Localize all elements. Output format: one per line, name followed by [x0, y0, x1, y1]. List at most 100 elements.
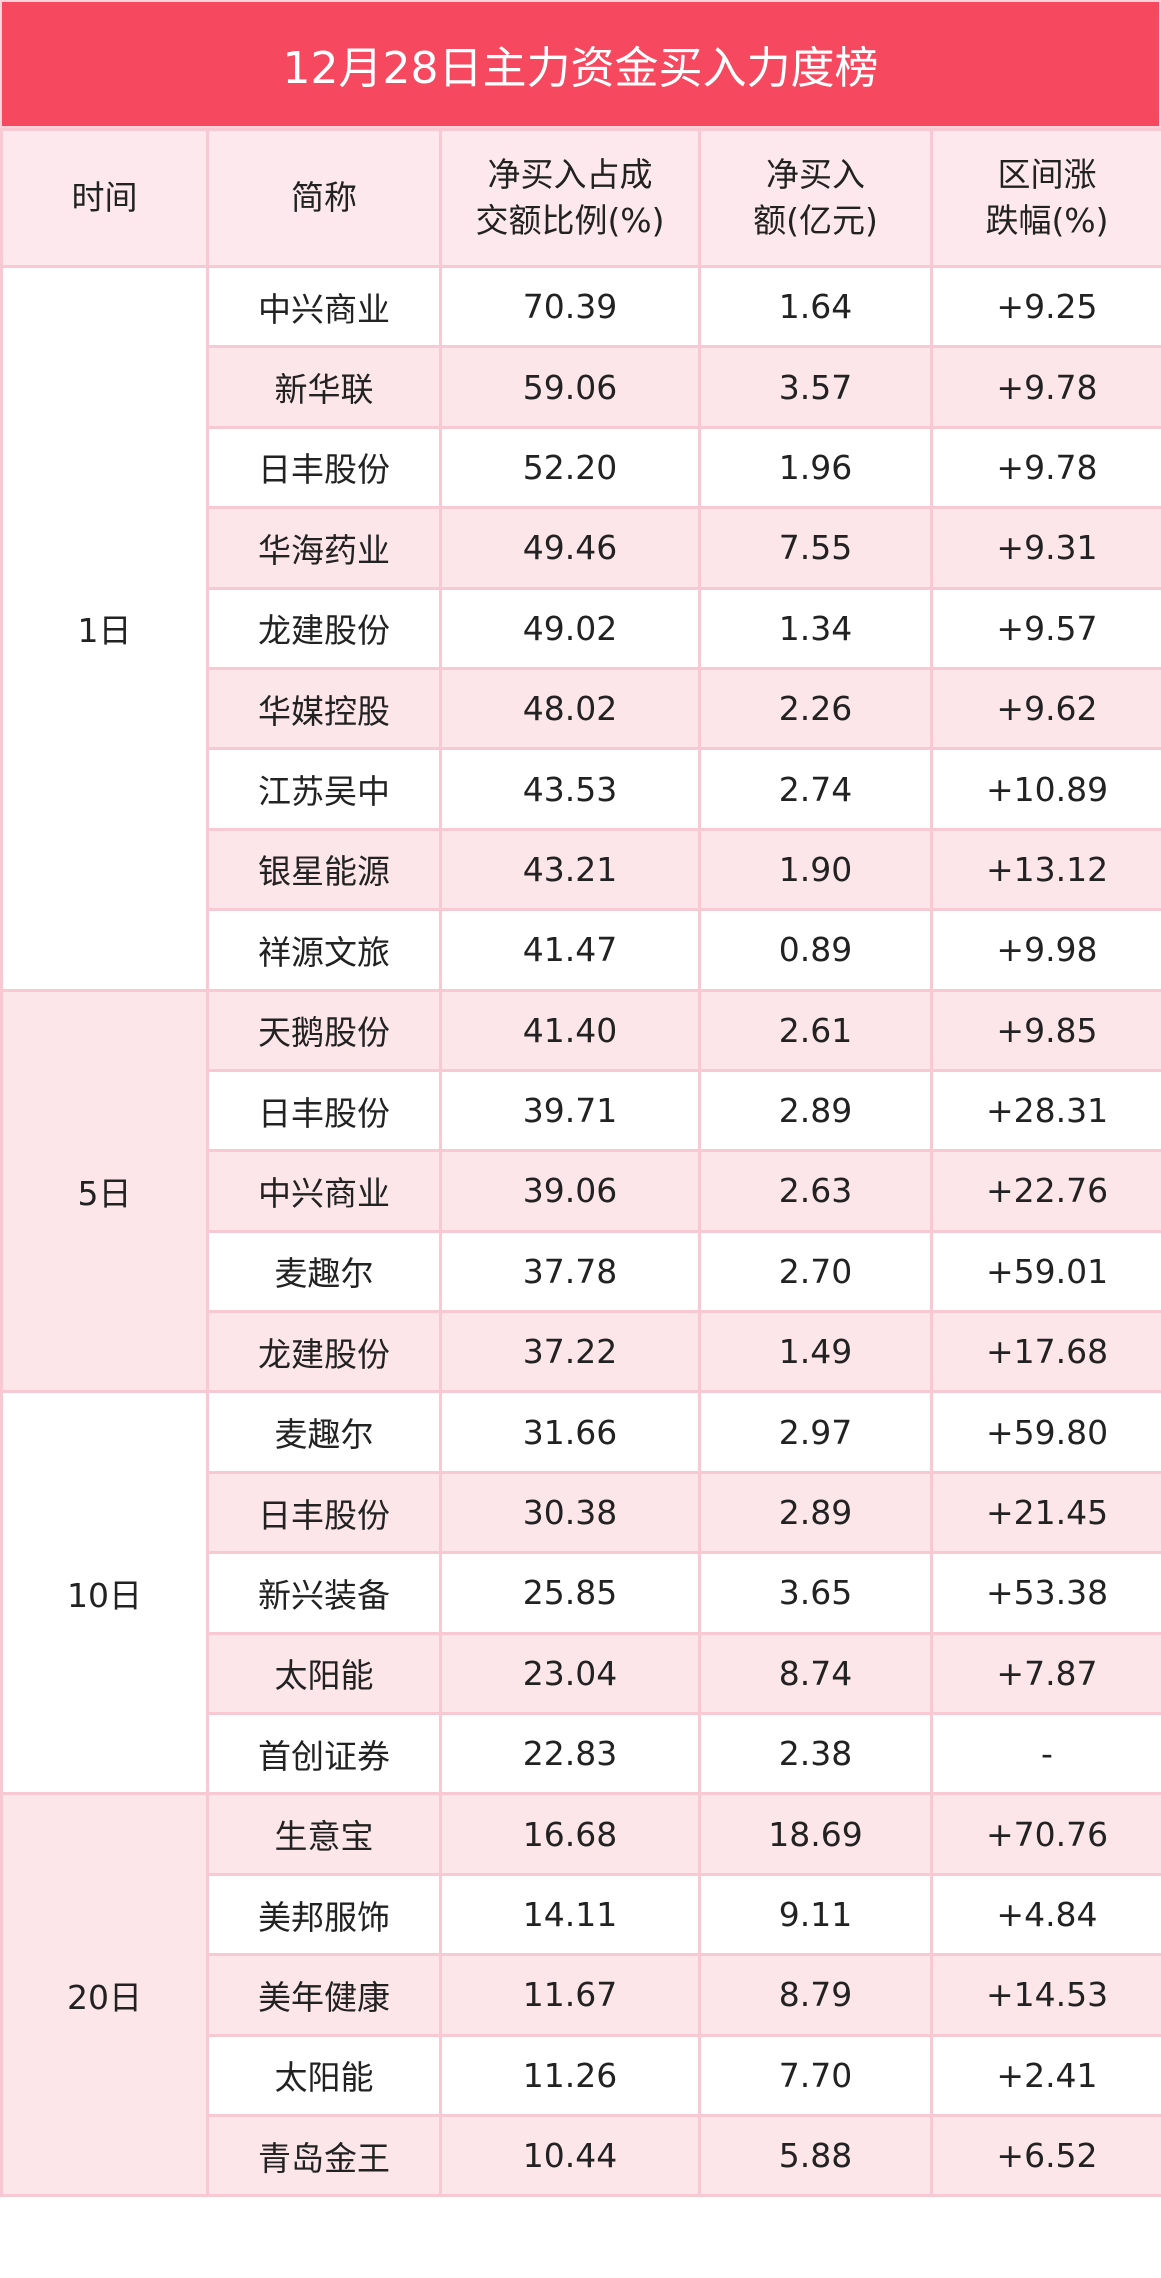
table-row: 太阳能 11.26 7.70 +2.41: [2, 2033, 1161, 2117]
net-buy-ratio-cell: 31.66: [439, 1390, 701, 1474]
change-pct-cell: +9.31: [930, 506, 1161, 590]
stock-name-cell: 日丰股份: [206, 1068, 442, 1153]
table-row: 20日 生意宝 16.68 18.69 +70.76: [0, 1792, 1161, 2198]
change-pct-cell: +4.84: [930, 1872, 1161, 1957]
net-buy-amount-cell: 3.57: [698, 345, 933, 429]
table-row: 日丰股份 52.20 1.96 +9.78: [2, 425, 1161, 510]
change-pct-cell: +28.31: [930, 1068, 1161, 1153]
period-cell: 5日: [0, 988, 209, 1394]
stock-name-cell: 美邦服饰: [206, 1872, 442, 1957]
net-buy-ratio-cell: 14.11: [439, 1872, 701, 1957]
stock-name-cell: 太阳能: [206, 2033, 442, 2117]
change-pct-cell: +9.78: [930, 345, 1161, 429]
change-pct-cell: +14.53: [930, 1953, 1161, 2037]
net-buy-ratio-cell: 25.85: [439, 1551, 701, 1635]
table-row: 青岛金王 10.44 5.88 +6.52: [2, 2113, 1161, 2198]
table-row: 麦趣尔 37.78 2.70 +59.01: [2, 1229, 1161, 1314]
net-buy-amount-cell: 1.64: [698, 264, 933, 349]
period-cell: 20日: [0, 1792, 209, 2198]
stock-name-cell: 青岛金王: [206, 2113, 442, 2198]
net-buy-amount-cell: 7.55: [698, 506, 933, 590]
period-cell: 10日: [0, 1390, 209, 1796]
net-buy-ratio-cell: 43.21: [439, 827, 701, 912]
stock-name-cell: 天鹅股份: [206, 988, 442, 1072]
net-buy-ratio-cell: 37.78: [439, 1229, 701, 1314]
change-pct-cell: +9.25: [930, 264, 1161, 349]
header-change: 区间涨 跌幅(%): [930, 128, 1161, 268]
net-buy-amount-cell: 2.26: [698, 666, 933, 751]
stock-name-cell: 中兴商业: [206, 264, 442, 349]
change-pct-cell: +10.89: [930, 747, 1161, 831]
change-pct-cell: +6.52: [930, 2113, 1161, 2198]
table-row: 日丰股份 39.71 2.89 +28.31: [2, 1068, 1161, 1153]
period-cell: 1日: [0, 265, 209, 992]
net-buy-amount-cell: 2.74: [698, 747, 933, 831]
stock-name-cell: 华媒控股: [206, 666, 442, 751]
net-buy-amount-cell: 2.97: [698, 1390, 933, 1474]
table-row: 5日 天鹅股份 41.40 2.61 +9.85: [0, 988, 1161, 1394]
capital-inflow-table: 时间 简称 净买入占成 交额比例(%) 净买入 额(亿元) 区间涨 跌幅(%) …: [0, 128, 1161, 2198]
net-buy-amount-cell: 1.96: [698, 425, 933, 510]
net-buy-ratio-cell: 39.71: [439, 1068, 701, 1153]
net-buy-amount-cell: 2.63: [698, 1149, 933, 1233]
net-buy-amount-cell: 18.69: [698, 1792, 933, 1876]
net-buy-ratio-cell: 30.38: [439, 1470, 701, 1555]
header-row: 时间 简称 净买入占成 交额比例(%) 净买入 额(亿元) 区间涨 跌幅(%): [0, 128, 1161, 268]
change-pct-cell: +7.87: [930, 1631, 1161, 1716]
header-period: 时间: [0, 128, 209, 268]
change-pct-cell: +17.68: [930, 1310, 1161, 1394]
net-buy-ratio-cell: 22.83: [439, 1712, 701, 1796]
net-buy-ratio-cell: 23.04: [439, 1631, 701, 1716]
net-buy-ratio-cell: 11.26: [439, 2033, 701, 2117]
table-row: 太阳能 23.04 8.74 +7.87: [2, 1631, 1161, 1716]
header-name: 简称: [206, 128, 442, 268]
change-pct-cell: +9.57: [930, 586, 1161, 670]
table-row: 华海药业 49.46 7.55 +9.31: [2, 506, 1161, 590]
change-pct-cell: +53.38: [930, 1551, 1161, 1635]
stock-name-cell: 祥源文旅: [206, 908, 442, 992]
net-buy-amount-cell: 1.34: [698, 586, 933, 670]
table-row: 日丰股份 30.38 2.89 +21.45: [2, 1470, 1161, 1555]
net-buy-amount-cell: 9.11: [698, 1872, 933, 1957]
net-buy-amount-cell: 0.89: [698, 908, 933, 992]
stock-name-cell: 生意宝: [206, 1792, 442, 1876]
net-buy-amount-cell: 2.89: [698, 1470, 933, 1555]
net-buy-ratio-cell: 16.68: [439, 1792, 701, 1876]
header-net-buy-ratio: 净买入占成 交额比例(%): [439, 128, 701, 268]
stock-name-cell: 龙建股份: [206, 1310, 442, 1394]
net-buy-ratio-cell: 10.44: [439, 2113, 701, 2198]
stock-name-cell: 龙建股份: [206, 586, 442, 670]
stock-name-cell: 首创证券: [206, 1712, 442, 1796]
table-row: 新华联 59.06 3.57 +9.78: [2, 345, 1161, 429]
table-row: 华媒控股 48.02 2.26 +9.62: [2, 666, 1161, 751]
stock-name-cell: 美年健康: [206, 1953, 442, 2037]
net-buy-amount-cell: 2.61: [698, 988, 933, 1072]
net-buy-ratio-cell: 41.47: [439, 908, 701, 992]
table-row: 10日 麦趣尔 31.66 2.97 +59.80: [0, 1390, 1161, 1796]
table-row: 首创证券 22.83 2.38-: [2, 1712, 1161, 1796]
stock-name-cell: 华海药业: [206, 506, 442, 590]
change-pct-cell: +59.01: [930, 1229, 1161, 1314]
net-buy-ratio-cell: 43.53: [439, 747, 701, 831]
net-buy-amount-cell: 2.89: [698, 1068, 933, 1153]
stock-name-cell: 江苏吴中: [206, 747, 442, 831]
table-row: 银星能源 43.21 1.90 +13.12: [2, 827, 1161, 912]
table-row: 1日 中兴商业 70.39 1.64 +9.25: [0, 264, 1161, 992]
net-buy-amount-cell: 5.88: [698, 2113, 933, 2198]
net-buy-ratio-cell: 41.40: [439, 988, 701, 1072]
change-pct-cell: +9.98: [930, 908, 1161, 992]
table-row: 美邦服饰 14.11 9.11 +4.84: [2, 1872, 1161, 1957]
net-buy-ratio-cell: 49.46: [439, 506, 701, 590]
net-buy-amount-cell: 2.38: [698, 1712, 933, 1796]
table-row: 龙建股份 49.02 1.34 +9.57: [2, 586, 1161, 670]
table-row: 美年健康 11.67 8.79 +14.53: [2, 1953, 1161, 2037]
change-pct-cell: +70.76: [930, 1792, 1161, 1876]
stock-name-cell: 新华联: [206, 345, 442, 429]
stock-name-cell: 日丰股份: [206, 425, 442, 510]
net-buy-amount-cell: 3.65: [698, 1551, 933, 1635]
header-net-buy-amount: 净买入 额(亿元): [698, 128, 933, 268]
net-buy-amount-cell: 1.49: [698, 1310, 933, 1394]
stock-name-cell: 银星能源: [206, 827, 442, 912]
change-pct-cell: +22.76: [930, 1149, 1161, 1233]
net-buy-amount-cell: 8.74: [698, 1631, 933, 1716]
